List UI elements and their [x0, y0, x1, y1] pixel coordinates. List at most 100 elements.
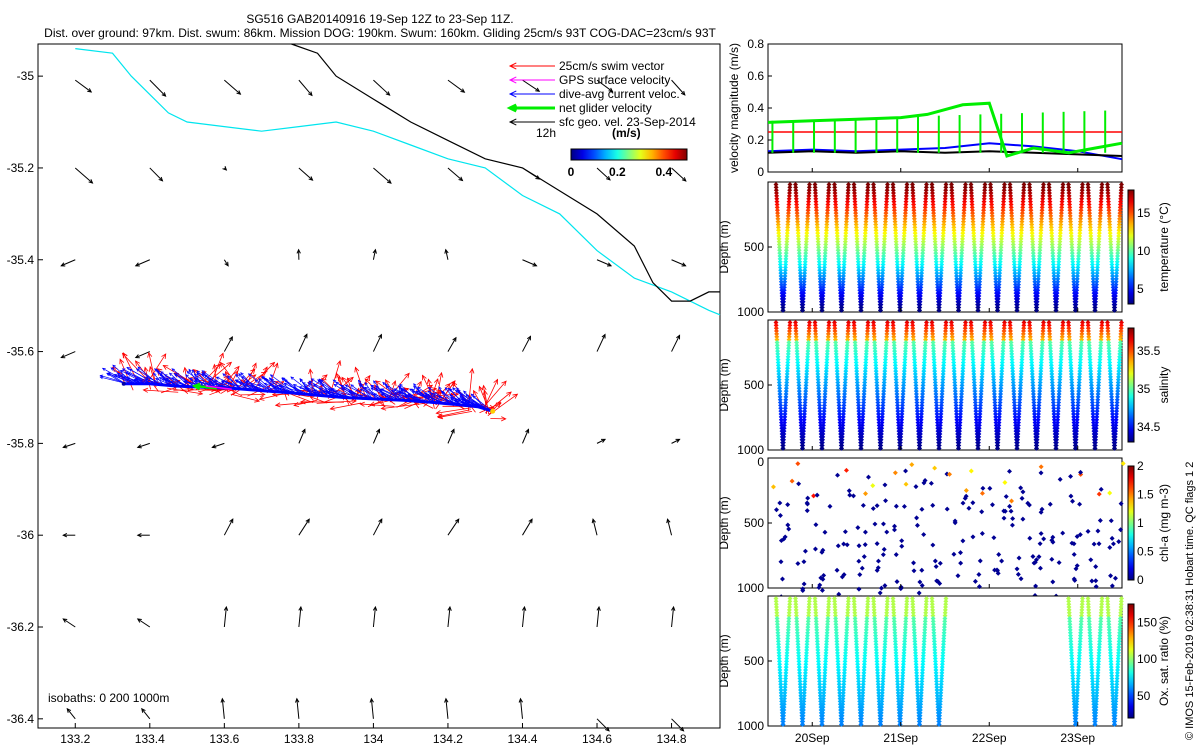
swim-vector-arrow — [147, 351, 157, 384]
profile-data-point — [1010, 233, 1016, 239]
profile-data-point — [819, 307, 825, 313]
profile-data-point — [1027, 184, 1033, 190]
profile-data-point — [778, 276, 784, 282]
geo-velocity-arrow-head — [136, 533, 142, 538]
profile-data-point — [852, 196, 858, 202]
dac-vector-arrow-head — [185, 374, 189, 378]
profile-data-point — [918, 284, 924, 290]
geo-velocity-arrow-head — [62, 618, 68, 623]
profile-data-point — [880, 270, 886, 276]
profile-data-point — [781, 284, 787, 290]
profile-data-point — [785, 213, 791, 219]
profile-data-point — [900, 247, 906, 253]
profile-data-point — [803, 242, 809, 248]
profile-data-point — [844, 210, 850, 216]
geo-velocity-arrow-head — [66, 707, 72, 713]
profile-data-point — [959, 242, 965, 248]
profile-data-point — [874, 244, 880, 250]
profile-data-point — [979, 236, 985, 242]
profile-data-point — [915, 284, 921, 290]
profile-data-point — [969, 193, 975, 199]
profile-data-point — [1030, 253, 1036, 259]
profile-data-point — [900, 259, 906, 265]
profile-data-point — [968, 184, 974, 190]
profile-data-point — [900, 253, 906, 259]
geo-velocity-arrow-shaft — [223, 606, 227, 628]
profile-data-point — [851, 190, 857, 196]
map-ytick-label: -35.8 — [7, 436, 35, 450]
dac-vector-arrow-head — [454, 398, 459, 402]
profile-data-point — [962, 190, 968, 196]
swim-vector-arrow-shaft — [360, 403, 395, 407]
profile-data-point — [929, 187, 935, 193]
map-ytick-label: -35.2 — [7, 161, 35, 175]
dac-vector-arrow — [344, 384, 375, 400]
profile-data-point — [822, 250, 828, 256]
dac-vector-arrow — [308, 380, 340, 398]
profile-data-point — [1001, 190, 1007, 196]
geo-velocity-arrow — [591, 518, 598, 536]
profile-data-point — [1018, 242, 1024, 248]
profile-data-point — [997, 267, 1003, 273]
figure-title: SG516 GAB20140916 19-Sep 12Z to 23-Sep 1… — [246, 12, 514, 26]
profile-data-point — [873, 224, 879, 230]
geo-velocity-arrow — [298, 167, 314, 181]
profile-data-point — [1030, 244, 1036, 250]
swim-vector-arrow-head — [182, 366, 188, 373]
dac-vector-arrow-head — [358, 384, 363, 388]
profile-data-point — [863, 224, 869, 230]
profile-data-point — [953, 256, 959, 262]
profile-data-point — [776, 227, 781, 233]
profile-data-point — [841, 259, 847, 265]
geo-velocity-arrow — [60, 351, 76, 359]
dac-vector-arrow — [290, 376, 315, 396]
profile-data-point — [910, 193, 916, 199]
profile-data-point — [802, 264, 808, 270]
profile-data-point — [914, 270, 920, 276]
panel-colorbar — [1127, 189, 1135, 305]
profile-data-point — [932, 242, 938, 248]
dac-vector-arrow — [382, 381, 402, 401]
profile-data-point — [1039, 210, 1045, 216]
map-xtick-label: 134 — [363, 732, 383, 746]
dac-vector-arrow — [438, 386, 450, 405]
dac-vector-arrow-head — [158, 377, 163, 381]
geo-velocity-arrow-shaft — [671, 718, 684, 732]
geo-velocity-arrow — [141, 707, 151, 720]
profile-data-point — [950, 202, 956, 207]
profile-data-point — [842, 253, 848, 259]
swim-vector-arrow-head — [336, 360, 342, 366]
panel-ytick-label: 500 — [744, 516, 764, 530]
profile-data-point — [882, 227, 888, 233]
profile-data-point — [841, 256, 847, 262]
profile-data-point — [787, 184, 793, 190]
profile-data-point — [1018, 233, 1024, 239]
profile-data-point — [1027, 199, 1033, 205]
profile-data-point — [796, 253, 802, 259]
dac-vector-arrow-head — [106, 372, 111, 376]
geo-velocity-arrow-head — [458, 176, 464, 182]
geo-velocity-arrow-head — [681, 262, 687, 267]
profile-data-point — [794, 207, 800, 213]
dac-vector-arrow-head — [318, 388, 323, 391]
swim-vector-arrow — [266, 362, 279, 394]
panel-ylabel: Depth (m) — [717, 496, 731, 549]
profile-data-point — [884, 187, 890, 193]
swim-vector-arrow-shaft — [330, 402, 362, 410]
profile-data-point — [915, 282, 921, 288]
dac-vector-arrow-head — [418, 393, 423, 397]
dac-vector-arrow-head — [258, 378, 262, 382]
geo-velocity-arrow — [447, 79, 466, 93]
profile-data-point — [893, 236, 899, 242]
geo-velocity-arrow — [223, 518, 234, 536]
geo-velocity-arrow-shaft — [66, 708, 76, 720]
swim-vector-arrow-head — [142, 387, 149, 393]
profile-data-point — [843, 224, 849, 230]
profile-data-point — [976, 284, 982, 290]
profile-data-point — [913, 239, 919, 245]
profile-data-point — [821, 282, 826, 288]
profile-data-point — [858, 307, 864, 313]
profile-data-point — [817, 264, 823, 270]
profile-data-point — [991, 250, 997, 256]
profile-data-point — [993, 276, 999, 282]
